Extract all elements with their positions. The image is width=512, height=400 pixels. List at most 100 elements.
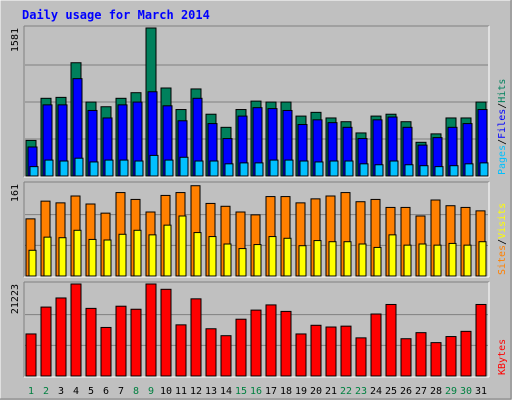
x-tick-day-1: 1: [28, 386, 34, 397]
bar-kbytes-day-21: [325, 326, 337, 377]
bar-pages-day-25: [389, 160, 399, 177]
x-tick-day-25: 25: [385, 386, 397, 397]
bar-kbytes-day-13: [205, 328, 217, 377]
bar-kbytes-day-9: [145, 283, 157, 377]
bar-visits-day-10: [163, 224, 172, 277]
panel-hits-files-pages: 1581 Pages/Files/Hits: [10, 25, 508, 178]
svg-text:Sites/Visits: Sites/Visits: [497, 203, 508, 275]
bar-kbytes-day-7: [115, 305, 127, 377]
bar-visits-day-1: [28, 249, 37, 277]
bar-pages-day-10: [164, 159, 174, 177]
x-tick-day-21: 21: [325, 386, 337, 397]
bar-kbytes-day-2: [40, 306, 52, 377]
bar-kbytes-day-29: [445, 336, 457, 377]
bar-pages-day-28: [434, 166, 444, 177]
bar-pages-day-21: [329, 160, 339, 177]
x-tick-day-29: 29: [445, 386, 457, 397]
bar-pages-day-16: [254, 162, 264, 177]
bar-visits-day-20: [313, 240, 322, 277]
bar-visits-day-24: [373, 246, 382, 277]
bar-visits-day-4: [73, 229, 82, 277]
bar-kbytes-day-12: [190, 298, 202, 377]
series-pages: [29, 154, 489, 177]
bar-kbytes-day-22: [340, 325, 352, 377]
bar-kbytes-day-6: [100, 326, 112, 377]
x-tick-day-12: 12: [190, 386, 202, 397]
legend-visits: Visits: [497, 203, 508, 239]
bar-visits-day-19: [298, 245, 307, 277]
x-tick-day-14: 14: [220, 386, 232, 397]
x-tick-day-3: 3: [58, 386, 64, 397]
bar-pages-day-7: [119, 159, 129, 177]
bar-pages-day-2: [44, 159, 54, 177]
bar-kbytes-day-24: [370, 313, 382, 377]
bar-visits-day-21: [328, 241, 337, 277]
bar-visits-day-11: [178, 215, 187, 277]
bar-visits-day-29: [448, 242, 457, 277]
bar-visits-day-14: [223, 243, 232, 277]
bar-pages-day-1: [29, 166, 39, 177]
x-axis-day-labels: 1 2 3 4 5 6 7 8 9 10 11 12 13 14 15 16 17 18 19 20 21 22 23 24 2…: [28, 386, 487, 397]
bar-visits-day-6: [103, 239, 112, 277]
bar-pages-day-27: [419, 165, 429, 177]
bar-visits-day-12: [193, 232, 202, 277]
legend-kbytes: KBytes: [497, 339, 508, 375]
bar-kbytes-day-4: [70, 283, 82, 377]
x-tick-day-16: 16: [250, 386, 262, 397]
bar-kbytes-day-27: [415, 332, 427, 377]
bar-visits-day-30: [463, 244, 472, 277]
bar-pages-day-13: [209, 160, 219, 177]
bar-visits-day-18: [283, 237, 292, 277]
x-tick-day-10: 10: [160, 386, 172, 397]
x-tick-day-30: 30: [460, 386, 472, 397]
series-visits: [28, 215, 487, 277]
legend-files: Files: [497, 109, 508, 139]
bar-kbytes-day-3: [55, 297, 67, 377]
legend-pages: Pages: [497, 145, 508, 175]
bar-pages-day-20: [314, 161, 324, 177]
bar-visits-day-16: [253, 244, 262, 277]
bar-visits-day-15: [238, 248, 247, 277]
bar-kbytes-day-26: [400, 338, 412, 377]
series-files: [27, 78, 488, 177]
bar-kbytes-day-10: [160, 288, 172, 377]
x-tick-day-18: 18: [280, 386, 292, 397]
bar-pages-day-15: [239, 162, 249, 177]
bar-kbytes-day-15: [235, 318, 247, 377]
bar-visits-day-3: [58, 237, 67, 277]
bar-visits-day-22: [343, 241, 352, 277]
x-tick-day-4: 4: [73, 386, 79, 397]
bar-visits-day-25: [388, 234, 397, 277]
bar-pages-day-3: [59, 160, 69, 177]
bar-pages-day-9: [149, 154, 159, 177]
bar-kbytes-day-23: [355, 337, 367, 377]
bar-kbytes-day-1: [25, 333, 37, 377]
x-tick-day-20: 20: [310, 386, 322, 397]
bar-visits-day-2: [43, 236, 52, 277]
bar-kbytes-day-25: [385, 303, 397, 377]
bar-pages-day-8: [134, 160, 144, 177]
bar-kbytes-day-28: [430, 342, 442, 377]
bar-pages-day-19: [299, 160, 309, 177]
y-max-label: 161: [10, 184, 21, 202]
legend-kbytes: KBytes: [497, 339, 508, 375]
bar-kbytes-day-19: [295, 333, 307, 377]
svg-text:KBytes: KBytes: [497, 339, 508, 375]
bar-kbytes-day-5: [85, 307, 97, 377]
bar-visits-day-7: [118, 233, 127, 277]
bar-pages-day-18: [284, 159, 294, 177]
bar-visits-day-31: [478, 241, 487, 277]
legend-sites: Sites: [497, 245, 508, 275]
bar-pages-day-26: [404, 164, 414, 177]
bar-visits-day-27: [418, 243, 427, 277]
bar-kbytes-day-17: [265, 304, 277, 377]
bar-visits-day-26: [403, 244, 412, 277]
x-tick-day-24: 24: [370, 386, 382, 397]
panel-sites-visits: 161 Sites/Visits: [10, 181, 508, 278]
x-tick-day-15: 15: [235, 386, 247, 397]
bar-pages-day-5: [89, 161, 99, 177]
bar-pages-day-12: [194, 160, 204, 177]
x-tick-day-19: 19: [295, 386, 307, 397]
x-tick-day-17: 17: [265, 386, 277, 397]
